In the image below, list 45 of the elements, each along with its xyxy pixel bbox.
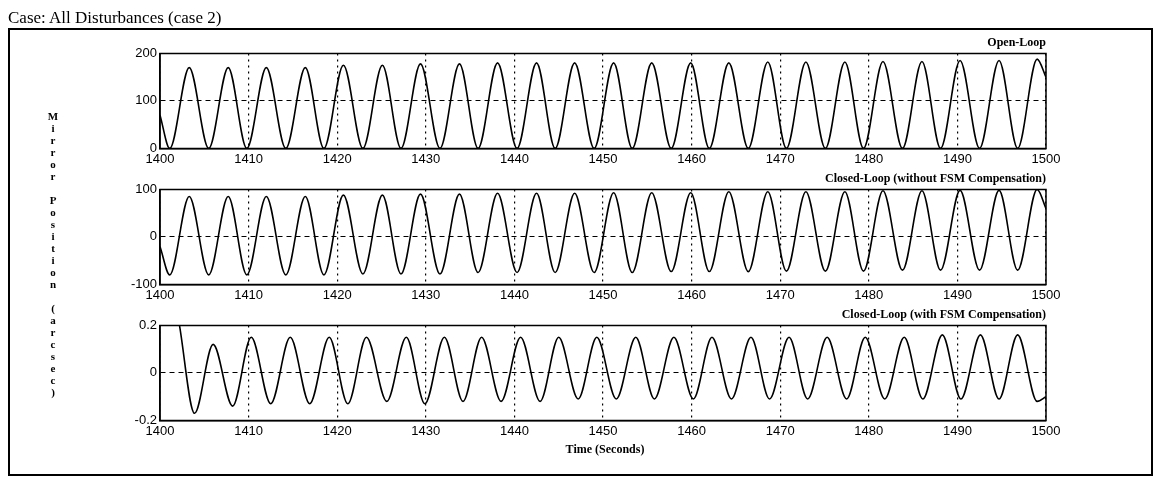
x-tick-label: 1480 xyxy=(854,422,884,438)
y-tick-label: -100 xyxy=(130,275,157,291)
x-tick-label: 1440 xyxy=(499,286,529,302)
x-tick-label: 1500 xyxy=(1031,422,1061,438)
x-tick-label: 1480 xyxy=(854,150,884,166)
y-tick-label: 100 xyxy=(135,180,157,196)
y-axis-title: Mirror Position (arcsec) xyxy=(47,110,59,398)
x-tick-label: 1480 xyxy=(854,286,884,302)
x-tick-label: 1410 xyxy=(234,422,264,438)
x-tick-label: 1470 xyxy=(765,422,795,438)
x-axis-title: Time (Seconds) xyxy=(564,442,646,457)
y-tick-label: 0 xyxy=(149,228,157,244)
x-tick-label: 1490 xyxy=(942,422,972,438)
x-tick-label: 1490 xyxy=(942,286,972,302)
x-tick-label: 1420 xyxy=(322,422,352,438)
x-tick-label: 1460 xyxy=(677,422,707,438)
y-tick-label: 100 xyxy=(135,92,157,108)
x-tick-label: 1420 xyxy=(322,150,352,166)
text: Case: All Disturbances (case 2) xyxy=(8,8,223,28)
x-tick-label: 1430 xyxy=(411,422,441,438)
x-tick-label: 1430 xyxy=(411,286,441,302)
x-tick-label: 1450 xyxy=(588,422,618,438)
x-tick-label: 1420 xyxy=(322,286,352,302)
x-tick-label: 1460 xyxy=(677,150,707,166)
y-tick-label: 0 xyxy=(149,364,157,380)
x-tick-label: 1450 xyxy=(588,286,618,302)
x-tick-label: 1500 xyxy=(1031,150,1061,166)
x-tick-label: 1440 xyxy=(499,422,529,438)
x-tick-label: 1470 xyxy=(765,286,795,302)
chart-title: Closed-Loop (with FSM Compensation) xyxy=(841,307,1046,322)
y-tick-label: 0 xyxy=(149,139,157,155)
x-tick-label: 1410 xyxy=(234,286,264,302)
x-tick-label: 1460 xyxy=(677,286,707,302)
x-tick-label: 1470 xyxy=(765,150,795,166)
x-tick-label: 1500 xyxy=(1031,286,1061,302)
chart-title: Closed-Loop (without FSM Compensation) xyxy=(824,171,1046,186)
y-tick-label: 200 xyxy=(135,44,157,60)
x-tick-label: 1490 xyxy=(942,150,972,166)
chart-title: Open-Loop xyxy=(987,35,1047,50)
x-tick-label: 1450 xyxy=(588,150,618,166)
x-tick-label: 1440 xyxy=(499,150,529,166)
x-tick-label: 1430 xyxy=(411,150,441,166)
y-tick-label: -0.2 xyxy=(134,411,157,427)
x-tick-label: 1410 xyxy=(234,150,264,166)
y-tick-label: 0.2 xyxy=(138,316,157,332)
